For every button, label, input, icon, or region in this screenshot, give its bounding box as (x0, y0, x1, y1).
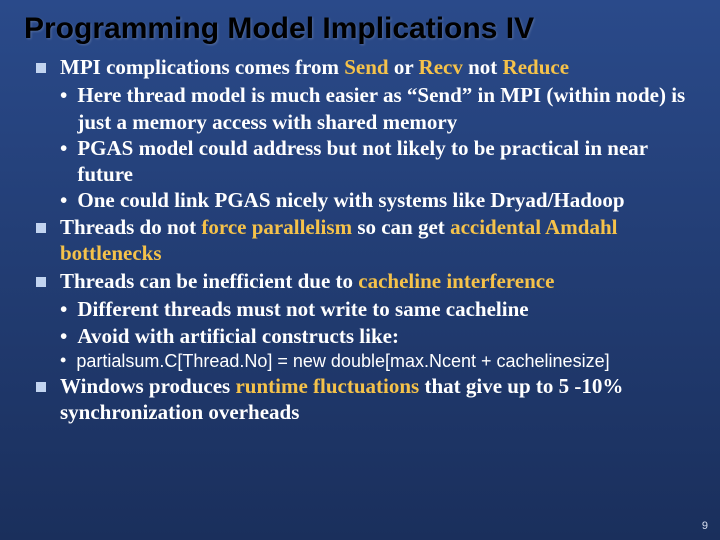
hl: Recv (419, 55, 463, 79)
sub-text: Here thread model is much easier as “Sen… (77, 82, 696, 135)
bullet-2: Threads do not force parallelism so can … (36, 214, 696, 267)
bullet-1-sub-3: • One could link PGAS nicely with system… (60, 187, 696, 213)
sub-text: One could link PGAS nicely with systems … (77, 187, 696, 213)
t: Windows produces (60, 374, 235, 398)
bullet-1-text: MPI complications comes from Send or Rec… (60, 54, 696, 80)
t: so can get (352, 215, 450, 239)
dot-bullet-icon: • (60, 135, 67, 161)
page-number: 9 (702, 520, 708, 532)
bullet-4-text: Windows produces runtime fluctuations th… (60, 373, 696, 426)
slide-content: MPI complications comes from Send or Rec… (0, 54, 720, 426)
dot-bullet-icon: • (60, 187, 67, 213)
bullet-1-sub-1: • Here thread model is much easier as “S… (60, 82, 696, 135)
bullet-2-text: Threads do not force parallelism so can … (60, 214, 696, 267)
slide: Programming Model Implications IV MPI co… (0, 0, 720, 540)
hl: runtime fluctuations (235, 374, 419, 398)
sub-text: Avoid with artificial constructs like: (77, 323, 696, 349)
t: MPI complications comes from (60, 55, 344, 79)
sub-text: Different threads must not write to same… (77, 296, 696, 322)
square-bullet-icon (36, 382, 46, 392)
t: or (389, 55, 419, 79)
bullet-3-sub-2: • Avoid with artificial constructs like: (60, 323, 696, 349)
t: not (463, 55, 503, 79)
slide-title: Programming Model Implications IV (0, 0, 720, 54)
sub-text-code: partialsum.C[Thread.No] = new double[max… (76, 349, 696, 373)
square-bullet-icon (36, 63, 46, 73)
dot-bullet-icon: • (60, 296, 67, 322)
t: Threads do not (60, 215, 201, 239)
bullet-1-sub-2: • PGAS model could address but not likel… (60, 135, 696, 188)
hl: force parallelism (201, 215, 352, 239)
dot-bullet-icon: • (60, 82, 67, 108)
bullet-4: Windows produces runtime fluctuations th… (36, 373, 696, 426)
square-bullet-icon (36, 223, 46, 233)
hl: cacheline interference (358, 269, 554, 293)
bullet-3-text: Threads can be inefficient due to cachel… (60, 268, 696, 294)
dot-bullet-icon: • (60, 349, 66, 372)
hl: Reduce (503, 55, 570, 79)
t: Threads can be inefficient due to (60, 269, 358, 293)
bullet-3-sub-1: • Different threads must not write to sa… (60, 296, 696, 322)
square-bullet-icon (36, 277, 46, 287)
bullet-1: MPI complications comes from Send or Rec… (36, 54, 696, 80)
dot-bullet-icon: • (60, 323, 67, 349)
hl: Send (344, 55, 388, 79)
bullet-3: Threads can be inefficient due to cachel… (36, 268, 696, 294)
sub-text: PGAS model could address but not likely … (77, 135, 696, 188)
bullet-3-sub-3: • partialsum.C[Thread.No] = new double[m… (60, 349, 696, 373)
